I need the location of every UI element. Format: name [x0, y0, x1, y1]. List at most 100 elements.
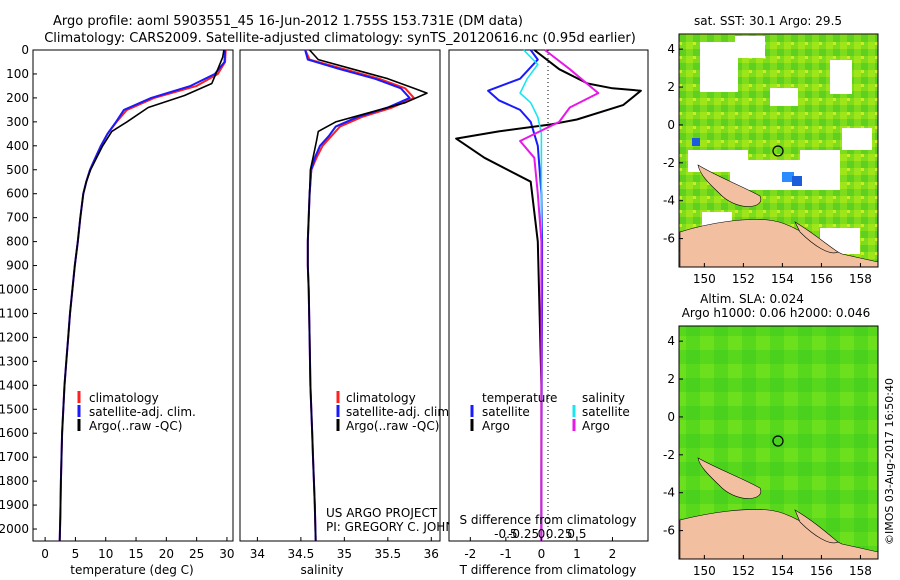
depth-tick-label: 1100 — [0, 306, 29, 320]
map-x-tick-label: 158 — [849, 564, 872, 578]
depth-tick-label: 1800 — [0, 474, 29, 488]
project-credit: US ARGO PROJECT — [326, 506, 438, 520]
difference-legend: temperature salinity satellite Argo sate… — [470, 391, 630, 433]
depth-tick-label: 900 — [6, 259, 29, 273]
depth-tick-label: 1500 — [0, 402, 29, 416]
x-tick-label: 20 — [159, 547, 174, 561]
map-x-tick-label: 156 — [810, 272, 833, 286]
sst-map: 150 152 154 156 158 4 2 0 -2 -4 -6 — [663, 33, 879, 286]
series-line-t-argo — [455, 49, 642, 541]
s-tick-label: -0.25 — [508, 527, 539, 541]
depth-tick-label: 100 — [6, 67, 29, 81]
map-y-tick-label: -2 — [663, 156, 675, 170]
map-y-tick-label: 4 — [667, 334, 675, 348]
difference-x-label-top: S difference from climatology — [460, 513, 637, 527]
map-x-tick-label: 158 — [849, 272, 872, 286]
watermark: ©IMOS 03-Aug-2017 16:50:40 — [883, 378, 896, 545]
sst-map-cloud-gaps — [679, 36, 878, 267]
map-y-tick-label: 0 — [667, 410, 675, 424]
x-tick-label: 35 — [337, 547, 352, 561]
depth-tick-label: 700 — [6, 211, 29, 225]
temperature-legend: climatology satellite-adj. clim. Argo(..… — [77, 391, 196, 433]
x-tick-label: 10 — [98, 547, 113, 561]
x-tick-label: 25 — [189, 547, 204, 561]
salinity-x-label: salinity — [300, 563, 343, 577]
depth-tick-label: 1200 — [0, 330, 29, 344]
legend-t-satellite-label: satellite — [482, 405, 530, 419]
s-tick-label: -0.5 — [494, 527, 517, 541]
difference-panel: -2 -1 0 1 2-0.5-0.250 0.250.5 S difference fr… — [448, 49, 649, 577]
s-tick-label: 0.5 — [567, 527, 586, 541]
temperature-x-ticks: 0 5 10 15 20 25 30 — [41, 537, 235, 561]
difference-x-label-bottom: T difference from climatology — [459, 563, 637, 577]
map-y-tick-label: 2 — [667, 372, 675, 386]
depth-axis: 0 100 200 300 400 500 600 700 800 900 1000 1100 1200… — [0, 43, 453, 536]
pi-credit: PI: GREGORY C. JOHNSON — [326, 520, 480, 534]
map-y-tick-label: -4 — [663, 486, 675, 500]
series-line-argo-raw-qc- — [58, 49, 225, 542]
map-y-tick-label: 2 — [667, 80, 675, 94]
salinity-legend: climatology satellite-adj. clim. Argo(..… — [336, 391, 453, 433]
sla-map: 150 152 154 156 158 4 2 0 -2 -4 -6 — [663, 325, 879, 578]
map-x-tick-label: 154 — [771, 272, 794, 286]
x-tick-label: 2 — [609, 547, 617, 561]
depth-tick-label: 200 — [6, 91, 29, 105]
map-y-tick-label: -4 — [663, 194, 675, 208]
x-tick-label: 34 — [250, 547, 265, 561]
map-y-tick-label: 0 — [667, 118, 675, 132]
depth-tick-label: 1400 — [0, 378, 29, 392]
x-tick-label: 0 — [538, 547, 546, 561]
difference-series — [455, 49, 642, 541]
legend-salinity-title: salinity — [582, 391, 625, 405]
s-tick-label: 0 — [538, 527, 546, 541]
salinity-x-ticks: 34 34.5 35 35.5 36 — [250, 537, 439, 561]
temperature-series — [58, 49, 227, 542]
depth-tick-label: 1900 — [0, 498, 29, 512]
x-tick-label: 15 — [128, 547, 143, 561]
legend-temperature-title: temperature — [482, 391, 557, 405]
series-line-argo-raw-qc- — [306, 49, 428, 542]
figure-title-line1: Argo profile: aoml 5903551_45 16-Jun-201… — [53, 14, 523, 29]
legend-s-argo-label: Argo — [582, 419, 610, 433]
salinity-panel: 34 34.5 35 35.5 36 salinity climatology sate… — [239, 49, 480, 577]
depth-tick-label: 1000 — [0, 283, 29, 297]
sst-map-ticks: 150 152 154 156 158 4 2 0 -2 -4 -6 — [663, 42, 872, 286]
x-tick-label: 34.5 — [288, 547, 315, 561]
map-x-tick-label: 154 — [771, 564, 794, 578]
x-tick-label: 5 — [72, 547, 80, 561]
sla-map-title-2: Argo h1000: 0.06 h2000: 0.046 — [682, 306, 871, 320]
x-tick-label: -1 — [500, 547, 512, 561]
legend-s-satellite-label: satellite — [582, 405, 630, 419]
map-y-tick-label: -2 — [663, 448, 675, 462]
map-x-tick-label: 152 — [732, 272, 755, 286]
difference-x-ticks: -2 -1 0 1 2-0.5-0.250 0.250.5 — [464, 527, 616, 561]
x-tick-label: 36 — [424, 547, 439, 561]
s-tick-label: 0.25 — [546, 527, 573, 541]
figure-title-line2: Climatology: CARS2009. Satellite-adjuste… — [44, 31, 636, 46]
depth-tick-label: 300 — [6, 115, 29, 129]
legend-argo-label: Argo(..raw -QC) — [89, 419, 182, 433]
sla-float-location-marker — [772, 435, 784, 447]
sla-map-title-1: Altim. SLA: 0.024 — [700, 292, 804, 306]
map-x-tick-label: 150 — [693, 272, 716, 286]
sst-map-title: sat. SST: 30.1 Argo: 29.5 — [694, 14, 842, 28]
map-y-tick-label: -6 — [663, 524, 675, 538]
depth-tick-label: 2000 — [0, 522, 29, 536]
x-tick-label: -2 — [464, 547, 476, 561]
x-tick-label: 1 — [573, 547, 581, 561]
depth-tick-label: 0 — [21, 43, 29, 57]
depth-tick-label: 1700 — [0, 450, 29, 464]
temperature-x-label: temperature (deg C) — [70, 563, 193, 577]
depth-tick-label: 1600 — [0, 426, 29, 440]
temperature-panel: 0 5 10 15 20 25 30 temperature (deg C) climato… — [32, 49, 235, 577]
x-tick-label: 0 — [41, 547, 49, 561]
legend-t-argo-label: Argo — [482, 419, 510, 433]
map-y-tick-label: 4 — [667, 42, 675, 56]
sst-float-location-marker — [772, 145, 784, 157]
sla-map-ticks: 150 152 154 156 158 4 2 0 -2 -4 -6 — [663, 334, 872, 578]
depth-tick-label: 400 — [6, 139, 29, 153]
sal-legend-satellite-label: satellite-adj. clim. — [346, 405, 453, 419]
depth-tick-label: 1300 — [0, 354, 29, 368]
depth-tick-label: 600 — [6, 187, 29, 201]
sal-legend-argo-label: Argo(..raw -QC) — [346, 419, 439, 433]
